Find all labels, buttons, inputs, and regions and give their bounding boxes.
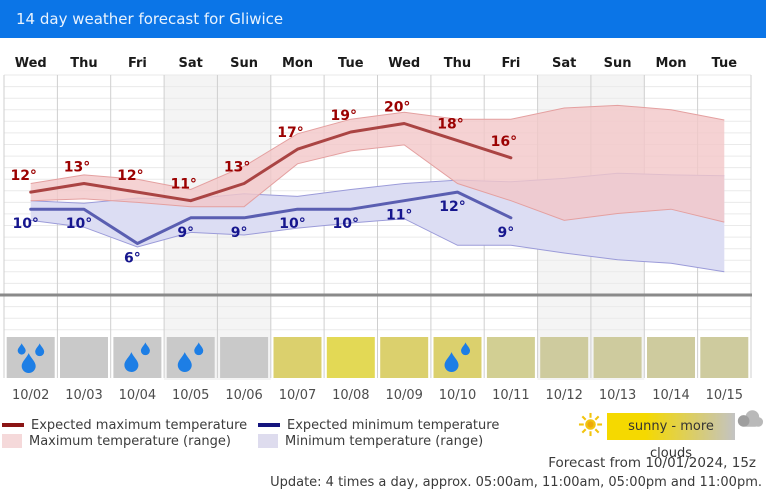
weather-day-box — [273, 337, 322, 378]
forecast-source-text: Forecast from 10/01/2024, 15z — [548, 455, 756, 471]
legend-label-expected-min: Expected minimum temperature — [287, 417, 500, 433]
day-label: Fri — [128, 56, 147, 71]
date-label: 10/05 — [172, 388, 209, 403]
max-temperature-range-lower-edge — [30, 144, 725, 223]
max-temp-label: 17° — [277, 125, 303, 141]
date-label: 10/04 — [119, 388, 156, 403]
legend-item-expected-min: Expected minimum temperature — [258, 417, 499, 433]
min-temp-label: 11° — [386, 208, 412, 224]
date-label: 10/15 — [706, 388, 743, 403]
raindrop-icon — [35, 343, 45, 357]
day-label: Sat — [179, 56, 203, 71]
date-label: 10/10 — [439, 388, 476, 403]
legend-label-min-range: Minimum temperature (range) — [285, 433, 484, 449]
page-header: 14 day weather forecast for Gliwice — [0, 0, 766, 38]
date-label: 10/13 — [599, 388, 636, 403]
date-label: 10/12 — [545, 388, 582, 403]
weather-day-box — [593, 337, 642, 378]
legend-label-max-range: Maximum temperature (range) — [29, 433, 231, 449]
max-temp-label: 18° — [437, 117, 463, 133]
weather-day-box — [486, 337, 535, 378]
date-label: 10/07 — [279, 388, 316, 403]
min-temp-label: 10° — [333, 216, 359, 232]
weather-day-box — [647, 337, 695, 378]
day-label: Sun — [230, 56, 258, 71]
page-title: 14 day weather forecast for Gliwice — [16, 10, 284, 28]
date-label: 10/02 — [12, 388, 49, 403]
max-temp-label: 16° — [491, 134, 517, 150]
max-temperature-line — [29, 122, 513, 203]
max-temp-label: 13° — [64, 160, 90, 176]
sun-cloud-scale: sunny - more clouds — [607, 413, 735, 461]
raindrop-icon — [194, 342, 204, 356]
sun-icon — [578, 412, 603, 437]
max-temperature-range-upper-edge — [30, 104, 725, 191]
weather-day-box — [220, 337, 269, 378]
day-label: Tue — [712, 56, 738, 71]
day-label: Fri — [501, 56, 520, 71]
sun-cloud-scale-label: sunny - more clouds — [628, 419, 714, 461]
weather-day-box — [380, 337, 429, 378]
min-temp-label: 10° — [279, 216, 305, 232]
max-temp-label: 12° — [10, 168, 36, 184]
min-temp-label: 12° — [439, 199, 465, 215]
max-temp-label: 11° — [170, 177, 196, 193]
legend-swatch-min-line — [258, 423, 280, 427]
weather-day-box — [166, 337, 215, 378]
day-label: Thu — [70, 56, 97, 71]
min-temp-label: 9° — [231, 225, 248, 241]
day-label: Thu — [444, 56, 471, 71]
raindrop-icon — [140, 342, 150, 356]
min-temp-label: 6° — [124, 251, 141, 267]
date-label: 10/11 — [492, 388, 529, 403]
date-label: 10/03 — [65, 388, 102, 403]
legend-swatch-max-range — [2, 434, 22, 448]
update-schedule-text: Update: 4 times a day, approx. 05:00am, … — [270, 475, 762, 490]
raindrop-icon — [17, 343, 26, 355]
max-temp-label: 19° — [331, 108, 357, 124]
legend-swatch-min-range — [258, 434, 278, 448]
weather-day-box — [540, 337, 589, 378]
legend-label-expected-max: Expected maximum temperature — [31, 417, 248, 433]
date-label: 10/06 — [225, 388, 262, 403]
min-temp-label: 9° — [498, 225, 515, 241]
weather-day-box — [700, 337, 749, 378]
cloud-icon — [737, 410, 764, 427]
max-temp-label: 20° — [384, 100, 410, 116]
weather-day-box — [60, 337, 108, 378]
weather-day-box — [326, 337, 375, 378]
max-temp-label: 13° — [224, 160, 250, 176]
date-label: 10/09 — [385, 388, 422, 403]
day-label: Sat — [552, 56, 576, 71]
raindrop-icon — [124, 352, 139, 373]
min-temp-label: 9° — [177, 225, 194, 241]
date-label: 10/08 — [332, 388, 369, 403]
raindrop-icon — [177, 352, 192, 373]
day-label: Tue — [338, 56, 364, 71]
legend-item-min-range: Minimum temperature (range) — [258, 433, 483, 449]
min-temp-label: 10° — [66, 216, 92, 232]
max-temp-label: 12° — [117, 168, 143, 184]
raindrop-icon — [461, 342, 471, 356]
weather-day-box — [433, 337, 482, 378]
raindrop-icon — [444, 352, 459, 373]
day-label: Mon — [282, 56, 313, 71]
min-temp-label: 10° — [12, 216, 38, 232]
day-label: Wed — [15, 56, 47, 71]
legend-item-expected-max: Expected maximum temperature — [2, 417, 247, 433]
day-label: Mon — [655, 56, 686, 71]
day-label: Sun — [604, 56, 632, 71]
day-label: Wed — [388, 56, 420, 71]
date-label: 10/14 — [652, 388, 689, 403]
min-temperature-line — [29, 190, 513, 245]
min-temperature-range-lower-edge — [30, 218, 725, 273]
legend-item-max-range: Maximum temperature (range) — [2, 433, 231, 449]
max-temperature-range — [30, 105, 725, 223]
legend-swatch-max-line — [2, 423, 24, 427]
weather-day-box — [113, 337, 162, 378]
raindrop-icon — [21, 353, 36, 374]
